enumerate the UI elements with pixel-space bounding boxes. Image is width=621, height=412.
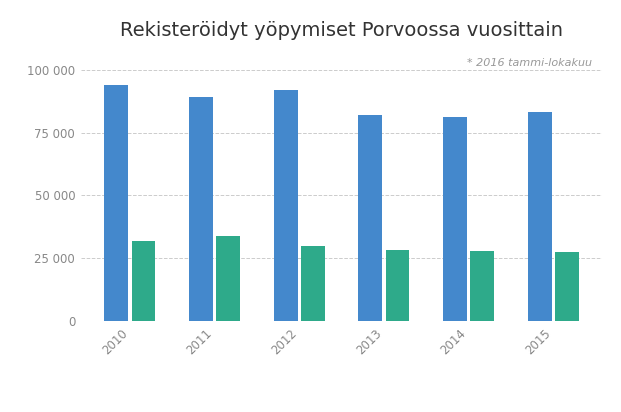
Text: * 2016 tammi-lokakuu: * 2016 tammi-lokakuu: [467, 58, 592, 68]
Bar: [132, 241, 155, 321]
Bar: [555, 252, 579, 321]
Bar: [104, 85, 128, 321]
Bar: [189, 97, 213, 321]
Title: Rekisteröidyt yöpymiset Porvoossa vuosittain: Rekisteröidyt yöpymiset Porvoossa vuosit…: [120, 21, 563, 40]
Bar: [528, 112, 551, 321]
Bar: [386, 250, 409, 321]
Bar: [301, 246, 325, 321]
Legend: Suomi, Ulkomaat: Suomi, Ulkomaat: [247, 410, 436, 412]
Bar: [470, 251, 494, 321]
Bar: [216, 236, 240, 321]
Bar: [358, 115, 382, 321]
Bar: [443, 117, 467, 321]
Bar: [274, 90, 297, 321]
